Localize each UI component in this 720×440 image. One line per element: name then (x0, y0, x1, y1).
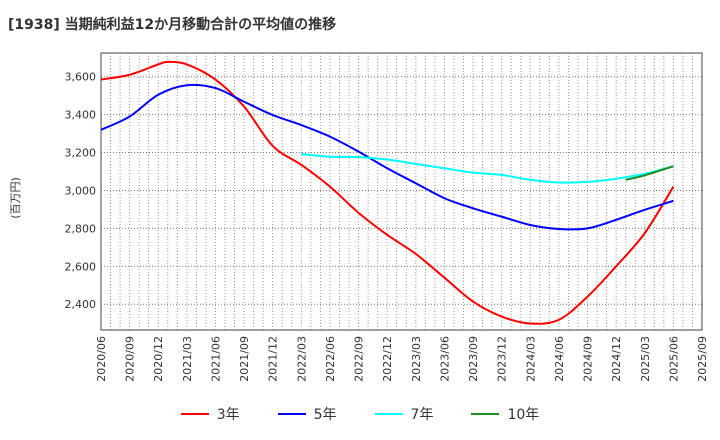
legend-swatch (471, 413, 500, 415)
x-tick-label: 2020/09 (124, 336, 137, 382)
x-tick-label: 2025/03 (639, 336, 652, 382)
legend-item: 3年 (180, 404, 240, 424)
legend: 3年 5年 7年 10年 (0, 404, 720, 424)
legend-label: 7年 (410, 407, 434, 423)
x-tick-label: 2025/09 (696, 336, 709, 382)
x-tick-label: 2025/06 (667, 336, 680, 382)
legend-label: 5年 (313, 407, 337, 423)
legend-label: 3年 (216, 407, 240, 423)
x-tick-label: 2022/06 (324, 336, 337, 382)
chart-title: [1938] 当期純利益12か月移動合計の平均値の推移 (8, 17, 337, 33)
x-tick-label: 2024/12 (610, 336, 623, 382)
legend-item: 5年 (277, 404, 337, 424)
x-tick-label: 2023/12 (496, 336, 509, 382)
y-tick-label: 3,400 (65, 109, 97, 122)
x-tick-label: 2021/09 (238, 336, 251, 382)
legend-swatch (180, 413, 209, 415)
x-tick-label: 2021/03 (181, 336, 194, 382)
x-tick-label: 2022/03 (295, 336, 308, 382)
x-tick-label: 2020/06 (95, 336, 108, 382)
x-tick-label: 2023/09 (467, 336, 480, 382)
x-tick-label: 2022/09 (353, 336, 366, 382)
x-tick-label: 2021/06 (209, 336, 222, 382)
y-tick-label: 3,000 (65, 184, 97, 197)
x-tick-label: 2020/12 (152, 336, 165, 382)
legend-swatch (277, 413, 306, 415)
legend-item: 7年 (374, 404, 434, 424)
x-tick-label: 2023/06 (438, 336, 451, 382)
x-tick-label: 2021/12 (267, 336, 280, 382)
x-tick-label: 2023/03 (410, 336, 423, 382)
legend-item: 10年 (471, 404, 539, 424)
series-line-3 (301, 153, 674, 184)
y-tick-label: 2,400 (65, 298, 97, 311)
series-line-4 (625, 165, 674, 181)
y-tick-label: 2,800 (65, 222, 97, 235)
x-tick-label: 2024/09 (582, 336, 595, 382)
y-tick-label: 3,200 (65, 147, 97, 160)
series-line-2 (100, 83, 674, 231)
y-tick-label: 2,600 (65, 260, 97, 273)
legend-label: 10年 (507, 407, 540, 423)
legend-swatch (374, 413, 403, 415)
series-line-1 (100, 60, 675, 325)
x-tick-label: 2024/06 (553, 336, 566, 382)
x-tick-label: 2022/12 (381, 336, 394, 382)
plot-frame (100, 52, 703, 331)
x-tick-label: 2024/03 (524, 336, 537, 382)
y-tick-label: 3,600 (65, 71, 97, 84)
